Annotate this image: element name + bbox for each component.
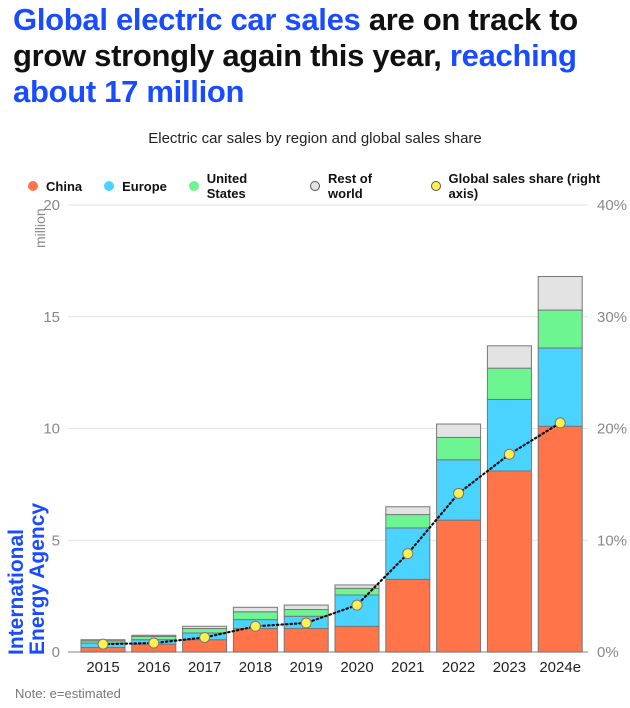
x-tick-label: 2021 [391, 659, 424, 676]
bar-us [436, 436, 482, 461]
share-point [249, 620, 261, 632]
bar-china [436, 519, 482, 653]
bar-row [385, 506, 431, 516]
bar-stack-2020 [334, 584, 380, 653]
headline-middle: are on track to grow strongly again this… [13, 2, 578, 73]
bar-us [283, 609, 329, 617]
bar-stack-2019 [283, 604, 329, 653]
headline-highlight-1: Global electric car sales [13, 2, 361, 37]
share-point [351, 599, 363, 611]
y-tick-label: 5 [52, 532, 60, 549]
bar-china [385, 578, 431, 653]
y-tick-label: 15 [43, 309, 60, 326]
bar-us [385, 514, 431, 529]
legend-europe-label: Europe [122, 178, 167, 194]
bars [80, 276, 583, 653]
bar-row [232, 606, 278, 613]
y-tick-label: 20 [43, 197, 60, 214]
bar-us [486, 367, 532, 400]
iea-logo-line2: Energy Agency [26, 502, 49, 655]
share-point [554, 417, 566, 429]
share-point [148, 637, 160, 649]
iea-logo: International Energy Agency [5, 502, 49, 655]
bar-stack-2021 [385, 506, 431, 653]
axes: 0 0% 5 10% 10 20% 15 30% 20 40% million 2015 2016 201… [32, 197, 627, 676]
share-point [199, 631, 211, 643]
legend-item-share: Global sales share (right axis) [430, 171, 630, 201]
x-tick-label: 2023 [493, 659, 526, 676]
legend: China Europe United States Rest of world… [28, 171, 630, 201]
y-tick-label: 10 [43, 421, 60, 438]
bar-us [537, 309, 583, 349]
legend-us-swatch [188, 181, 199, 191]
y-right-tick-label: 40% [597, 197, 627, 214]
share-line [97, 417, 566, 650]
legend-row-swatch [310, 181, 321, 191]
share-point [402, 548, 414, 560]
bar-row [334, 584, 380, 589]
bar-row [131, 634, 177, 637]
chart-title: Electric car sales by region and global … [148, 130, 482, 147]
bar-us [232, 611, 278, 621]
x-tick-label: 2020 [340, 659, 373, 676]
x-tick-label: 2022 [442, 659, 475, 676]
share-point [453, 487, 465, 499]
bar-row [436, 423, 482, 438]
bar-china [486, 470, 532, 653]
bar-china [232, 628, 278, 653]
legend-share-label: Global sales share (right axis) [448, 171, 601, 201]
bar-row [283, 604, 329, 611]
bar-row [486, 345, 532, 369]
y-right-tick-label: 20% [597, 421, 627, 438]
share-line-path [101, 421, 562, 646]
legend-us-label: United States [206, 171, 248, 201]
legend-row-label: Rest of world [328, 171, 373, 201]
bar-china [537, 425, 583, 653]
bar-stack-2024e [537, 276, 583, 653]
share-point [503, 448, 515, 460]
share-point [97, 638, 109, 650]
legend-china-swatch [28, 181, 38, 191]
bar-china [334, 625, 380, 653]
y-axis-label: million [32, 208, 48, 248]
headline-highlight-2: reaching about 17 million [13, 38, 577, 109]
y-right-tick-label: 30% [597, 309, 627, 326]
legend-china-label: China [46, 178, 83, 194]
legend-share-swatch [430, 181, 441, 191]
bar-europe [537, 347, 583, 427]
bar-stack-2022 [436, 423, 482, 653]
y-tick-label: 0 [52, 644, 60, 661]
iea-logo-line1: International [5, 528, 28, 655]
x-tick-label: 2016 [137, 659, 170, 676]
legend-item-row: Rest of world [310, 171, 409, 201]
legend-item-china: China [28, 171, 82, 201]
x-tick-label: 2024e [539, 659, 581, 676]
y-right-tick-label: 10% [597, 532, 627, 549]
footnote: Note: e=estimated [15, 686, 121, 701]
y-right-tick-label: 0% [597, 644, 619, 661]
x-tick-label: 2019 [290, 659, 323, 676]
bar-china [283, 628, 329, 653]
bar-row [182, 625, 228, 630]
x-tick-label: 2017 [188, 659, 221, 676]
bar-stack-2023 [486, 345, 532, 653]
bar-europe [486, 398, 532, 472]
headline: Global electric car sales are on track t… [13, 2, 623, 110]
x-tick-label: 2018 [239, 659, 272, 676]
bar-row [537, 276, 583, 311]
legend-item-europe: Europe [104, 171, 167, 201]
share-point [300, 617, 312, 629]
legend-item-us: United States [188, 171, 288, 201]
legend-europe-swatch [104, 181, 115, 191]
x-tick-label: 2015 [86, 659, 119, 676]
